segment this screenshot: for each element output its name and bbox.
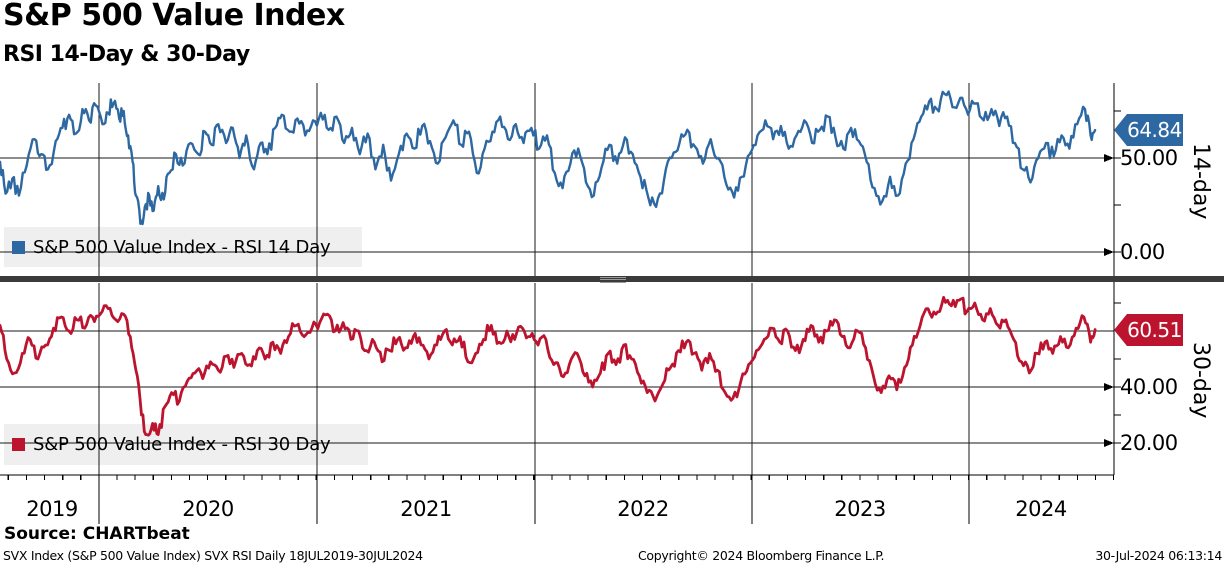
value-tag-rsi30: 60.51	[1114, 314, 1183, 346]
footer-security-info: SVX Index (S&P 500 Value Index) SVX RSI …	[3, 548, 423, 563]
footer-copyright: Copyright© 2024 Bloomberg Finance L.P.	[638, 548, 885, 563]
legend-rsi30[interactable]: S&P 500 Value Index - RSI 30 Day	[12, 434, 331, 455]
legend-label-rsi30: S&P 500 Value Index - RSI 30 Day	[33, 434, 331, 455]
source-label: Source: CHARTbeat	[4, 524, 190, 544]
year-label-2021: 2021	[400, 497, 452, 521]
ytick-20: 20.00	[1120, 431, 1178, 455]
divider-grip-icon[interactable]	[600, 277, 626, 283]
legend-box-rsi30	[4, 424, 368, 465]
legend-box-rsi14	[4, 227, 362, 267]
ytick-50: 50.00	[1120, 146, 1178, 170]
chart-title: S&P 500 Value Index	[3, 0, 345, 33]
legend-swatch-rsi14-icon	[12, 241, 25, 254]
ytick-0: 0.00	[1120, 240, 1165, 264]
year-label-2020: 2020	[182, 497, 234, 521]
legend-label-rsi14: S&P 500 Value Index - RSI 14 Day	[33, 237, 331, 258]
year-label-2024: 2024	[1015, 497, 1067, 521]
panel-divider[interactable]	[0, 276, 1224, 283]
axis-title-30day: 30-day	[1188, 341, 1213, 419]
chart-subtitle: RSI 14-Day & 30-Day	[3, 42, 250, 67]
footer-timestamp: 30-Jul-2024 06:13:14	[1095, 548, 1222, 563]
legend-swatch-rsi30-icon	[12, 438, 25, 451]
axis-title-14day: 14-day	[1188, 142, 1213, 220]
year-label-2019: 2019	[26, 497, 78, 521]
legend-rsi14[interactable]: S&P 500 Value Index - RSI 14 Day	[12, 237, 331, 258]
year-label-2022: 2022	[617, 497, 669, 521]
value-tag-rsi14: 64.84	[1114, 114, 1183, 146]
year-label-2023: 2023	[834, 497, 886, 521]
ytick-40: 40.00	[1120, 375, 1178, 399]
